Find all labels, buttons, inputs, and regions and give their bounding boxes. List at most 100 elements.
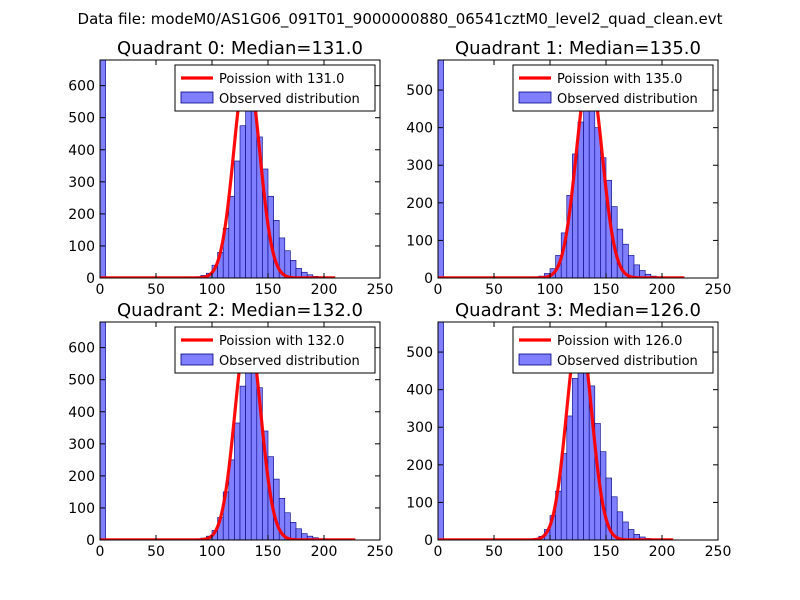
y-tick-label: 0 [424, 271, 433, 287]
histogram-bar [100, 60, 106, 278]
legend-swatch-histogram [180, 353, 214, 366]
x-tick-label: 50 [485, 282, 503, 298]
y-tick-label: 500 [406, 83, 433, 99]
x-tick-label: 200 [649, 282, 676, 298]
y-tick-label: 500 [68, 373, 95, 389]
legend-label-poisson: Poission with 131.0 [219, 72, 344, 87]
legend: Poission with 135.0 Observed distribution [512, 64, 714, 112]
legend-label-histogram: Observed distribution [219, 354, 360, 369]
x-tick-label: 100 [537, 282, 564, 298]
panel-quadrant-2: 0 50 100 150 200 250 0 100 200 300 400 500 600 Quadra… [68, 300, 393, 560]
chart-title: Quadrant 2: Median=132.0 [117, 300, 363, 321]
x-tick-label: 250 [705, 282, 732, 298]
x-tick-label: 50 [485, 544, 503, 560]
y-tick-label: 0 [86, 533, 95, 549]
y-tick-label: 100 [68, 501, 95, 517]
x-tick-label: 250 [367, 544, 394, 560]
histogram-bar [616, 511, 624, 540]
x-tick-label: 100 [199, 282, 226, 298]
y-tick-label: 0 [86, 271, 95, 287]
x-tick-label: 150 [255, 544, 282, 560]
y-tick-label: 600 [68, 341, 95, 357]
histogram-bar [284, 250, 291, 278]
histogram-bar [234, 160, 241, 278]
histogram-bar [566, 415, 573, 540]
histogram-bar [290, 260, 297, 278]
x-tick-label: 50 [147, 282, 165, 298]
legend: Poission with 126.0 Observed distribution [512, 326, 714, 374]
panel-quadrant-0: 0 50 100 150 200 250 0 100 200 300 400 500 600 Quadra… [68, 38, 393, 298]
chart-title: Quadrant 3: Median=126.0 [455, 300, 701, 321]
x-tick-label: 250 [705, 544, 732, 560]
histogram-bar [100, 322, 106, 540]
figure-suptitle: Data file: modeM0/AS1G06_091T01_90000008… [78, 10, 723, 29]
x-tick-label: 100 [537, 544, 564, 560]
axes-frame [99, 321, 381, 541]
panel-quadrant-1: 0 50 100 150 200 250 0 100 200 300 400 500 Quadrant … [406, 38, 731, 298]
legend-label-poisson: Poission with 132.0 [219, 334, 344, 349]
legend-swatch-histogram [518, 353, 552, 366]
histogram-bar [290, 522, 297, 540]
x-tick-label: 0 [434, 544, 443, 560]
histogram-bar [594, 127, 601, 278]
x-tick-label: 150 [593, 544, 620, 560]
axes-frame [99, 59, 381, 279]
histogram-bar [583, 101, 590, 278]
histogram-bar [577, 351, 584, 540]
y-tick-label: 100 [406, 233, 433, 249]
x-tick-label: 200 [311, 282, 338, 298]
x-tick-label: 0 [96, 282, 105, 298]
y-tick-label: 200 [68, 469, 95, 485]
histogram-bar [438, 322, 444, 540]
x-tick-label: 50 [147, 544, 165, 560]
axes-frame [437, 59, 719, 279]
legend: Poission with 131.0 Observed distribution [174, 64, 376, 112]
x-tick-label: 0 [96, 544, 105, 560]
x-tick-label: 250 [367, 282, 394, 298]
legend-label-poisson: Poission with 135.0 [557, 72, 682, 87]
y-tick-label: 300 [68, 437, 95, 453]
y-tick-label: 300 [68, 175, 95, 191]
chart-title: Quadrant 1: Median=135.0 [455, 38, 701, 59]
histogram-bar [245, 360, 252, 540]
y-tick-label: 200 [406, 196, 433, 212]
legend-label-histogram: Observed distribution [219, 92, 360, 107]
panel-quadrant-3: 0 50 100 150 200 250 0 100 200 300 400 500 Quadrant … [406, 300, 731, 560]
y-tick-label: 200 [406, 458, 433, 474]
legend-swatch-histogram [518, 91, 552, 104]
y-tick-label: 400 [68, 143, 95, 159]
histogram-bar [622, 521, 629, 540]
y-tick-label: 400 [68, 405, 95, 421]
y-tick-label: 500 [406, 345, 433, 361]
y-tick-label: 300 [406, 158, 433, 174]
histogram-bar [438, 60, 444, 278]
legend: Poission with 132.0 Observed distribution [174, 326, 376, 374]
y-tick-label: 400 [406, 383, 433, 399]
histogram-bar [239, 125, 246, 278]
x-tick-label: 0 [434, 282, 443, 298]
histogram-bar [239, 385, 246, 540]
histogram-bar [228, 195, 235, 278]
y-tick-label: 0 [424, 533, 433, 549]
x-tick-label: 200 [311, 544, 338, 560]
y-tick-label: 300 [406, 420, 433, 436]
legend-label-histogram: Observed distribution [557, 92, 698, 107]
legend-label-poisson: Poission with 126.0 [557, 334, 682, 349]
x-tick-label: 200 [649, 544, 676, 560]
x-tick-label: 100 [199, 544, 226, 560]
y-tick-label: 400 [406, 121, 433, 137]
histogram-bar [577, 121, 584, 278]
legend-label-histogram: Observed distribution [557, 354, 698, 369]
y-tick-label: 200 [68, 207, 95, 223]
histogram-bar [572, 378, 579, 540]
histogram-bar [588, 93, 596, 278]
histogram-bar [234, 422, 241, 540]
y-tick-label: 500 [68, 111, 95, 127]
x-tick-label: 150 [255, 282, 282, 298]
legend-swatch-histogram [180, 91, 214, 104]
chart-title: Quadrant 0: Median=131.0 [117, 38, 363, 59]
histogram-bar [245, 99, 252, 278]
x-tick-label: 150 [593, 282, 620, 298]
axes-frame [437, 321, 719, 541]
